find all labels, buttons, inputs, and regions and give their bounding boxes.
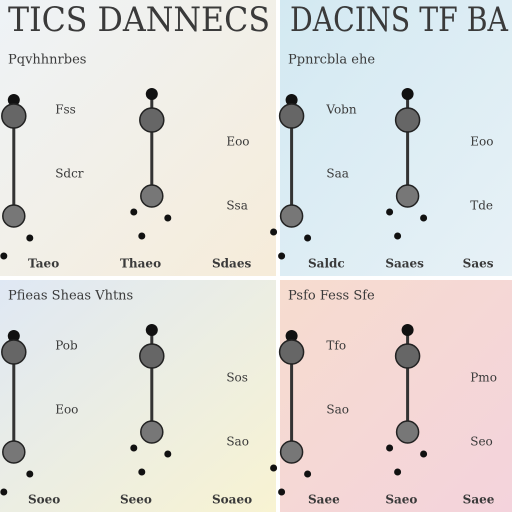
panel-bg [0,280,276,512]
dot [420,214,428,222]
dot [0,252,8,260]
bottom-label: Soeo [28,493,60,507]
dot [394,468,402,476]
pivot [285,330,298,342]
pivot [401,324,414,336]
bob [140,184,164,208]
bottom-label: Seeo [120,493,152,507]
panel-heading: Ppnrcbla ehe [288,53,375,68]
bottom-label: Saldc [308,257,345,271]
side-label: Fss [55,103,76,117]
dot [130,208,138,216]
panels: Pqvhhnrbes Fss Eoo Sdcr Ssa Taeo Thaeo Sdaes Ppn… [0,53,497,507]
dot [278,252,286,260]
dot [270,464,278,472]
bob [139,107,165,133]
pivot [7,94,20,106]
bob [279,440,304,464]
dot [386,208,394,216]
dot [420,450,428,458]
bottom-label: Saeo [385,493,417,507]
side-label: Tde [470,199,493,213]
bob [395,420,420,444]
bob [278,339,305,365]
side-label: Sos [226,371,248,385]
side-label: Eoo [55,403,78,417]
dot [270,228,278,236]
side-label: Pmo [470,371,497,385]
bottom-label: Soaeo [212,493,252,507]
side-label: Sdcr [55,167,84,181]
side-label: Tfo [326,339,346,353]
dot [138,468,146,476]
side-label: Eoo [470,135,493,149]
bottom-label: Saee [463,493,495,507]
dot [130,444,138,452]
bottom-label: Taeo [28,257,59,271]
panel-bg [0,0,276,276]
bottom-label: Saaes [385,257,424,271]
bottom-label: Saes [463,257,494,271]
side-label: Sao [326,403,349,417]
dot [304,470,312,478]
title: TICS DANNECS [8,0,270,40]
panel-heading: Pqvhhnrbes [8,53,86,68]
bob [394,343,421,369]
side-label: Seo [470,435,493,449]
dot [394,232,402,240]
pivot [285,94,298,106]
dot [164,214,172,222]
side-label: Saa [326,167,349,181]
pivot [145,324,158,336]
bob [279,204,304,228]
side-label: Vobn [325,103,356,117]
dot [386,444,394,452]
side-label: Ssa [226,199,248,213]
panel-bg [280,0,512,276]
dot [164,450,172,458]
dot [26,234,34,242]
bottom-label: Saee [308,493,340,507]
bob [1,339,27,365]
dot [26,470,34,478]
bob [2,204,26,228]
dot [278,488,286,496]
bob [394,107,421,133]
bottom-label: Thaeo [120,257,161,271]
bob [278,103,305,129]
bob [2,440,26,464]
bob [1,103,27,129]
pivot [145,88,158,100]
side-label: Pob [55,339,78,353]
panel-heading: Psfo Fess Sfe [288,289,375,304]
bob [395,184,420,208]
side-label: Eoo [226,135,249,149]
bob [139,343,165,369]
title: DACINS TF BA [290,0,508,40]
bottom-label: Sdaes [212,257,251,271]
panel-bg [280,280,512,512]
dot [0,488,8,496]
dot [304,234,312,242]
bob [140,420,164,444]
pivot [401,88,414,100]
side-label: Sao [226,435,249,449]
panel-heading: Pfieas Sheas Vhtns [8,289,133,304]
pivot [7,330,20,342]
dot [138,232,146,240]
